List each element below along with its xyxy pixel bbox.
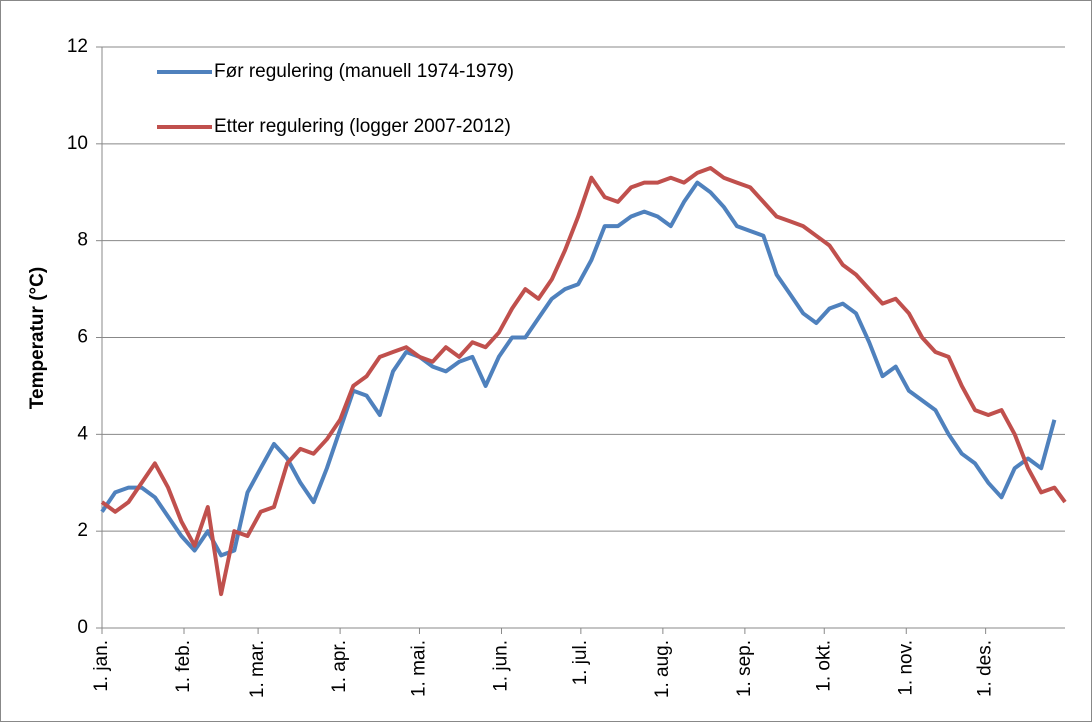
x-tick-label: 1. nov. (895, 640, 916, 696)
y-axis-label: Temperatur (°C) (27, 267, 48, 409)
x-tick-label: 1. aug. (652, 640, 673, 698)
legend-label: Etter regulering (logger 2007-2012) (214, 116, 511, 137)
y-tick-label: 6 (77, 327, 88, 348)
y-tick-label: 10 (67, 133, 88, 154)
y-tick-label: 2 (77, 520, 88, 541)
x-tick-label: 1. mar. (247, 640, 268, 698)
x-tick-label: 1. jan. (91, 640, 112, 692)
y-tick-label: 0 (77, 617, 88, 638)
y-tick-label: 12 (67, 36, 88, 57)
x-tick-label: 1. apr. (329, 640, 350, 693)
x-tick-label: 1. sep. (734, 640, 755, 697)
x-tick-label: 1. jun. (491, 640, 512, 692)
x-tick-label: 1. des. (975, 640, 996, 697)
y-tick-label: 4 (77, 423, 88, 444)
x-tick-label: 1. feb. (173, 640, 194, 693)
series-line (100, 180, 1057, 558)
x-tick-label: 1. jul. (570, 640, 591, 685)
y-tick-label: 8 (77, 230, 88, 251)
series-line (100, 166, 1067, 597)
x-tick-label: 1. okt. (813, 640, 834, 692)
legend-label: Før regulering (manuell 1974-1979) (214, 61, 514, 82)
x-tick-label: 1. mai. (408, 640, 429, 697)
